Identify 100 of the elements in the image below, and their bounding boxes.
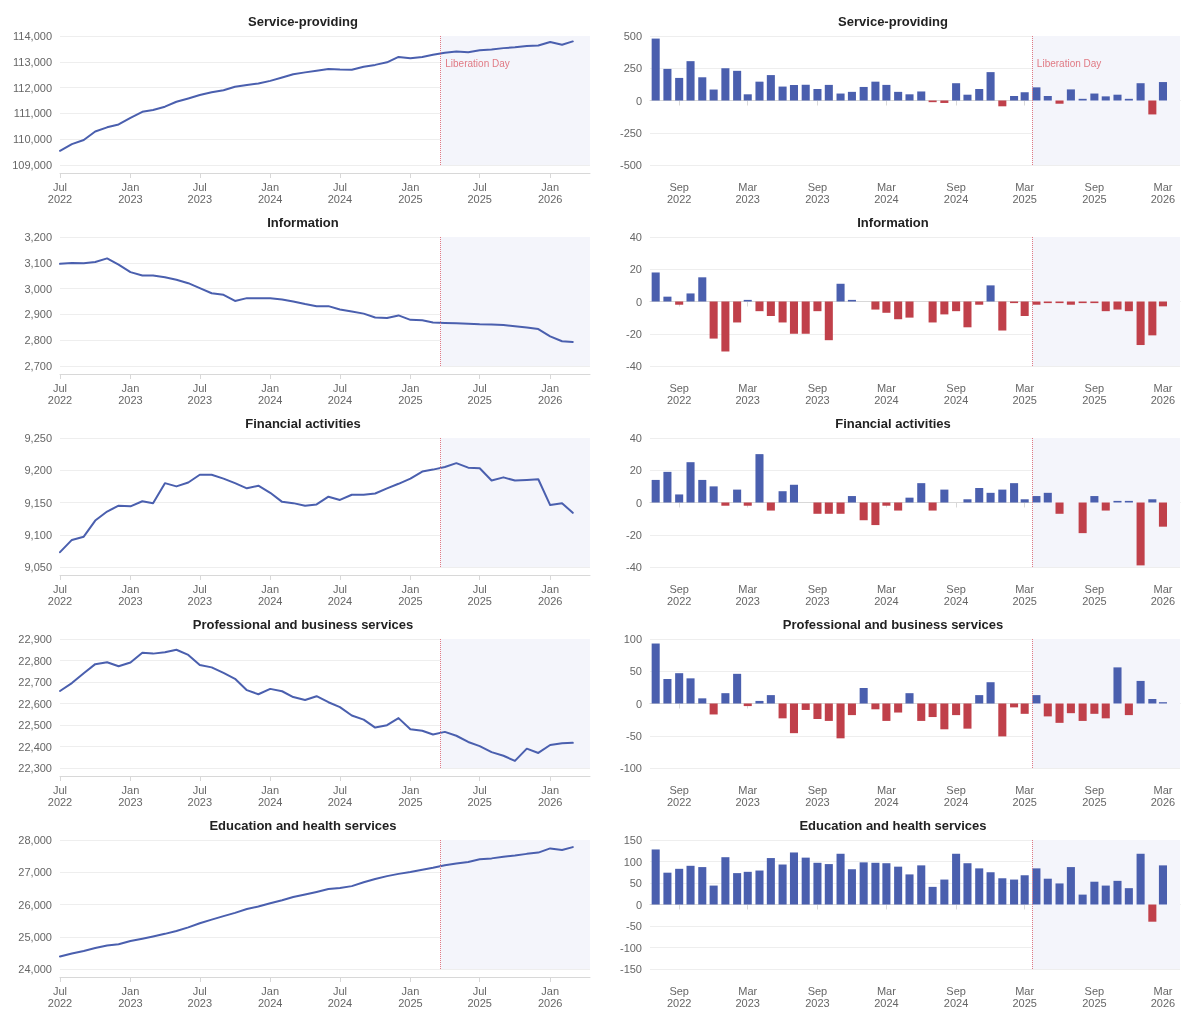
bar	[743, 94, 752, 101]
bar	[721, 301, 730, 352]
bar	[836, 853, 845, 905]
bar	[940, 879, 949, 905]
bar	[743, 871, 752, 905]
line-series	[59, 40, 574, 152]
bar	[905, 94, 914, 101]
bar	[986, 682, 995, 704]
x-tick-label: Jan 2026	[537, 784, 563, 808]
bar	[1032, 87, 1041, 101]
bar	[1101, 885, 1110, 905]
y-tick-label: 0	[635, 295, 642, 308]
bar	[651, 643, 660, 704]
bar	[1101, 703, 1110, 719]
bar	[1020, 301, 1029, 317]
y-tick-label: 22,800	[18, 654, 52, 667]
y-tick-label: 26,000	[18, 898, 52, 911]
bar	[871, 81, 880, 101]
x-tick-label: Mar 2025	[1012, 583, 1037, 607]
x-tick-label: Mar 2025	[1012, 784, 1037, 808]
bar	[1043, 492, 1052, 503]
bar	[1113, 94, 1122, 101]
x-tick-label: Jul 2023	[187, 181, 213, 205]
x-tick-label: Mar 2025	[1012, 181, 1037, 205]
y-tick-label: 50	[629, 877, 642, 889]
bar	[789, 703, 798, 734]
x-tick-label: Jul 2022	[47, 583, 73, 607]
y-tick-label: -100	[619, 941, 642, 954]
y-tick-label: -40	[626, 360, 642, 372]
bar	[975, 695, 984, 704]
chart-title: Financial activities	[835, 416, 951, 431]
x-tick-label: Mar 2025	[1012, 382, 1037, 406]
bar	[801, 84, 810, 101]
bar	[1020, 499, 1029, 503]
bar	[766, 858, 775, 905]
bar	[871, 301, 880, 310]
bar	[1090, 496, 1099, 503]
bar	[801, 857, 810, 905]
line-series	[59, 257, 574, 344]
bar	[1148, 698, 1157, 704]
y-tick-label: 22,900	[18, 633, 52, 645]
bar	[905, 497, 914, 503]
y-tick-label: 9,100	[24, 528, 52, 541]
x-tick-label: Sep 2025	[1082, 382, 1107, 406]
bar	[1136, 502, 1145, 566]
ref-line-label: Liberation Day	[445, 57, 510, 69]
y-tick-label: 109,000	[12, 159, 52, 171]
bar	[1078, 894, 1087, 905]
x-tick-label: Jul 2023	[187, 583, 213, 607]
bar	[1136, 853, 1145, 905]
bar	[1055, 883, 1064, 905]
x-tick-label: Sep 2024	[943, 583, 969, 607]
y-tick-label: 0	[635, 898, 642, 911]
y-tick-label: -50	[626, 920, 642, 932]
x-tick-label: Sep 2023	[805, 583, 830, 607]
x-tick-label: Mar 2024	[874, 784, 899, 808]
bar	[789, 85, 798, 101]
bar	[859, 862, 868, 905]
x-tick-label: Jul 2022	[47, 985, 73, 1009]
bar	[1090, 93, 1099, 101]
bar	[1148, 301, 1157, 336]
y-tick-label: 50	[629, 665, 642, 678]
y-tick-label: 27,000	[18, 866, 52, 879]
bar	[721, 502, 730, 506]
bar	[859, 502, 868, 521]
bar	[894, 301, 903, 320]
x-tick-label: Jan 2023	[118, 784, 143, 808]
chart-title: Financial activities	[245, 416, 361, 431]
x-tick-label: Jan 2023	[118, 382, 143, 406]
bar	[755, 870, 764, 905]
x-tick-label: Jul 2024	[327, 985, 353, 1009]
bar	[847, 91, 856, 101]
bar	[1136, 301, 1145, 346]
bar	[686, 293, 695, 302]
bar	[1148, 904, 1157, 922]
x-tick-label: Sep 2025	[1082, 784, 1107, 808]
y-tick-label: 28,000	[18, 834, 52, 846]
x-tick-label: Mar 2024	[874, 985, 899, 1009]
x-tick-label: Sep 2022	[666, 181, 692, 205]
x-tick-label: Sep 2023	[805, 181, 830, 205]
bar	[1148, 499, 1157, 503]
y-tick-label: 0	[635, 496, 642, 509]
bar	[871, 502, 880, 526]
x-tick-label: Jul 2024	[327, 583, 353, 607]
bar	[778, 703, 787, 719]
x-tick-label: Jul 2023	[187, 985, 213, 1009]
bar	[663, 678, 672, 704]
x-tick-label: Jul 2024	[327, 181, 353, 205]
x-tick-label: Sep 2024	[943, 985, 969, 1009]
bar	[917, 865, 926, 905]
bar	[998, 301, 1007, 331]
y-tick-label: -50	[626, 729, 642, 742]
bar	[778, 491, 787, 503]
bar	[905, 693, 914, 704]
x-tick-label: Mar 2026	[1150, 181, 1176, 205]
bar	[986, 872, 995, 905]
bar	[663, 68, 672, 101]
bar	[755, 81, 764, 101]
bar	[986, 285, 995, 302]
chart-title: Service-providing	[838, 14, 948, 29]
